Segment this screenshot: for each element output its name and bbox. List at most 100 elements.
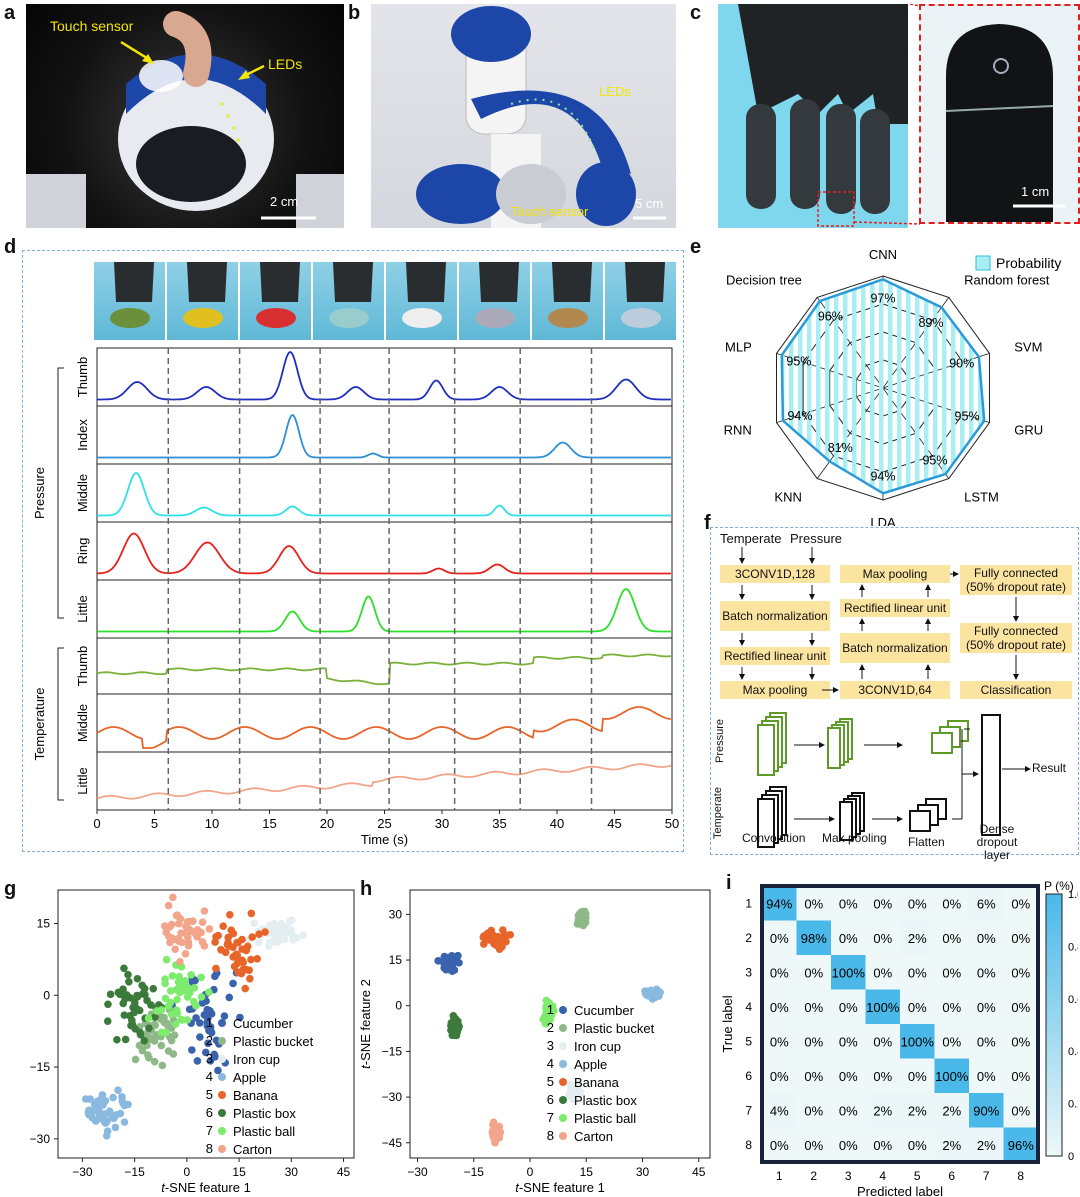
classifier-radar-chart: Probability CNN 97% Random forest 89% SVM 90%… xyxy=(724,247,1062,526)
scale-bar-label: 1 cm xyxy=(1021,184,1050,199)
scatter-point xyxy=(225,993,234,1002)
y-tick-label: 30 xyxy=(389,907,403,921)
scatter-point xyxy=(174,919,183,928)
signal-trace xyxy=(97,350,671,401)
legend-number: 6 xyxy=(206,1105,213,1120)
cell-value: 0% xyxy=(770,965,789,980)
cell-value: 0% xyxy=(839,896,858,911)
scatter-point xyxy=(205,988,213,996)
cell-value: 0% xyxy=(873,1034,892,1049)
scatter-point xyxy=(145,1054,153,1062)
scatter-point xyxy=(128,1016,136,1025)
matrix-cell xyxy=(762,1127,797,1162)
cell-value: 2% xyxy=(977,1138,996,1153)
scatter-point xyxy=(101,1118,109,1127)
matrix-cell xyxy=(831,920,866,955)
radar-fill-stripe xyxy=(924,279,929,494)
scatter-point xyxy=(261,928,269,936)
legend-label: Plastic bucket xyxy=(233,1034,314,1049)
scatter-point xyxy=(157,1015,165,1024)
legend-marker xyxy=(218,1091,226,1099)
scatter-point xyxy=(173,911,182,920)
legend-marker xyxy=(559,1078,567,1086)
scatter-point xyxy=(144,1014,153,1023)
conv1-block: 3CONV1D,128 xyxy=(720,565,830,583)
cell-value: 0% xyxy=(770,1034,789,1049)
scatter-point xyxy=(129,1003,137,1012)
radar-value-label: 96% xyxy=(818,310,843,324)
plot-frame xyxy=(57,889,355,1159)
radar-fill-stripe xyxy=(915,279,920,494)
scatter-point xyxy=(114,988,123,997)
legend-number: 3 xyxy=(547,1038,554,1053)
x-tick-label: 15 xyxy=(580,1165,594,1179)
scatter-point xyxy=(247,955,255,964)
legend-label: Plastic box xyxy=(574,1093,637,1108)
maxpool2-block: Max pooling xyxy=(840,565,950,583)
legend-number: 2 xyxy=(547,1020,554,1035)
scatter-point xyxy=(187,971,195,979)
max-pooling-label: Max pooling xyxy=(822,831,887,845)
scatter-point xyxy=(233,959,242,968)
y-tick-label: −30 xyxy=(30,1132,51,1146)
matrix-cell xyxy=(762,1093,797,1128)
scatter-point xyxy=(174,978,183,986)
matrix-cell xyxy=(934,955,969,990)
scatter-point xyxy=(299,931,307,939)
scatter-point xyxy=(541,1019,550,1028)
scatter-point xyxy=(103,1017,112,1026)
scatter-point xyxy=(157,1041,166,1050)
radar-fill-stripe xyxy=(933,279,938,494)
scatter-point xyxy=(113,1035,121,1044)
cell-value: 2% xyxy=(908,1103,927,1118)
x-tick-label: 35 xyxy=(492,816,506,831)
row-label: Middle xyxy=(75,704,90,742)
legend-marker xyxy=(559,1096,567,1104)
scatter-point xyxy=(192,1014,200,1022)
relu1-block: Rectified linear unit xyxy=(720,647,830,665)
y-tick-label: −15 xyxy=(30,1060,51,1074)
matrix-cell xyxy=(796,989,831,1024)
classification-block: Classification xyxy=(960,681,1072,699)
legend-number: 7 xyxy=(547,1110,554,1125)
matrix-cell xyxy=(900,1024,935,1059)
scatter-point xyxy=(157,1006,166,1014)
scatter-point xyxy=(226,910,234,919)
scatter-point xyxy=(231,951,239,960)
legend-number: 8 xyxy=(547,1128,554,1143)
cell-value: 100% xyxy=(935,1069,969,1084)
robot-arm-illustration xyxy=(416,6,666,228)
scatter-point xyxy=(286,917,294,925)
legend-label: Cucumber xyxy=(233,1016,294,1031)
panel-label-c: c xyxy=(690,2,702,24)
cell-value: 0% xyxy=(942,896,961,911)
matrix-cell xyxy=(900,1093,935,1128)
panel-label-b: b xyxy=(348,2,361,24)
matrix-cell xyxy=(865,1093,900,1128)
colorbar-tick-label: 0.6 xyxy=(1068,994,1078,1006)
matrix-cell xyxy=(796,1024,831,1059)
legend-label: Plastic bucket xyxy=(574,1021,655,1036)
matrix-cell xyxy=(762,1058,797,1093)
colorbar-tick-label: 1.0 xyxy=(1068,889,1078,901)
legend-marker xyxy=(218,1109,226,1117)
cell-value: 0% xyxy=(873,965,892,980)
cell-value: 2% xyxy=(942,1103,961,1118)
x-tick-label: 40 xyxy=(550,816,564,831)
cell-value: 0% xyxy=(804,965,823,980)
radar-value-label: 90% xyxy=(949,356,974,370)
scatter-point xyxy=(173,995,181,1004)
input-pressure-label: Pressure xyxy=(790,531,843,546)
scatter-point xyxy=(212,933,220,941)
legend-number: 3 xyxy=(206,1051,213,1066)
radar-fill-stripe xyxy=(870,279,875,494)
y-tick-label: 2 xyxy=(745,931,752,945)
scatter-point xyxy=(200,907,209,915)
cell-value: 0% xyxy=(1011,931,1030,946)
scatter-point xyxy=(162,928,171,937)
leds-label: LEDs xyxy=(268,56,303,72)
row-label: Middle xyxy=(75,474,90,512)
result-label: Result xyxy=(1032,761,1067,775)
x-tick-label: 50 xyxy=(665,816,679,831)
scatter-point xyxy=(135,1006,144,1015)
